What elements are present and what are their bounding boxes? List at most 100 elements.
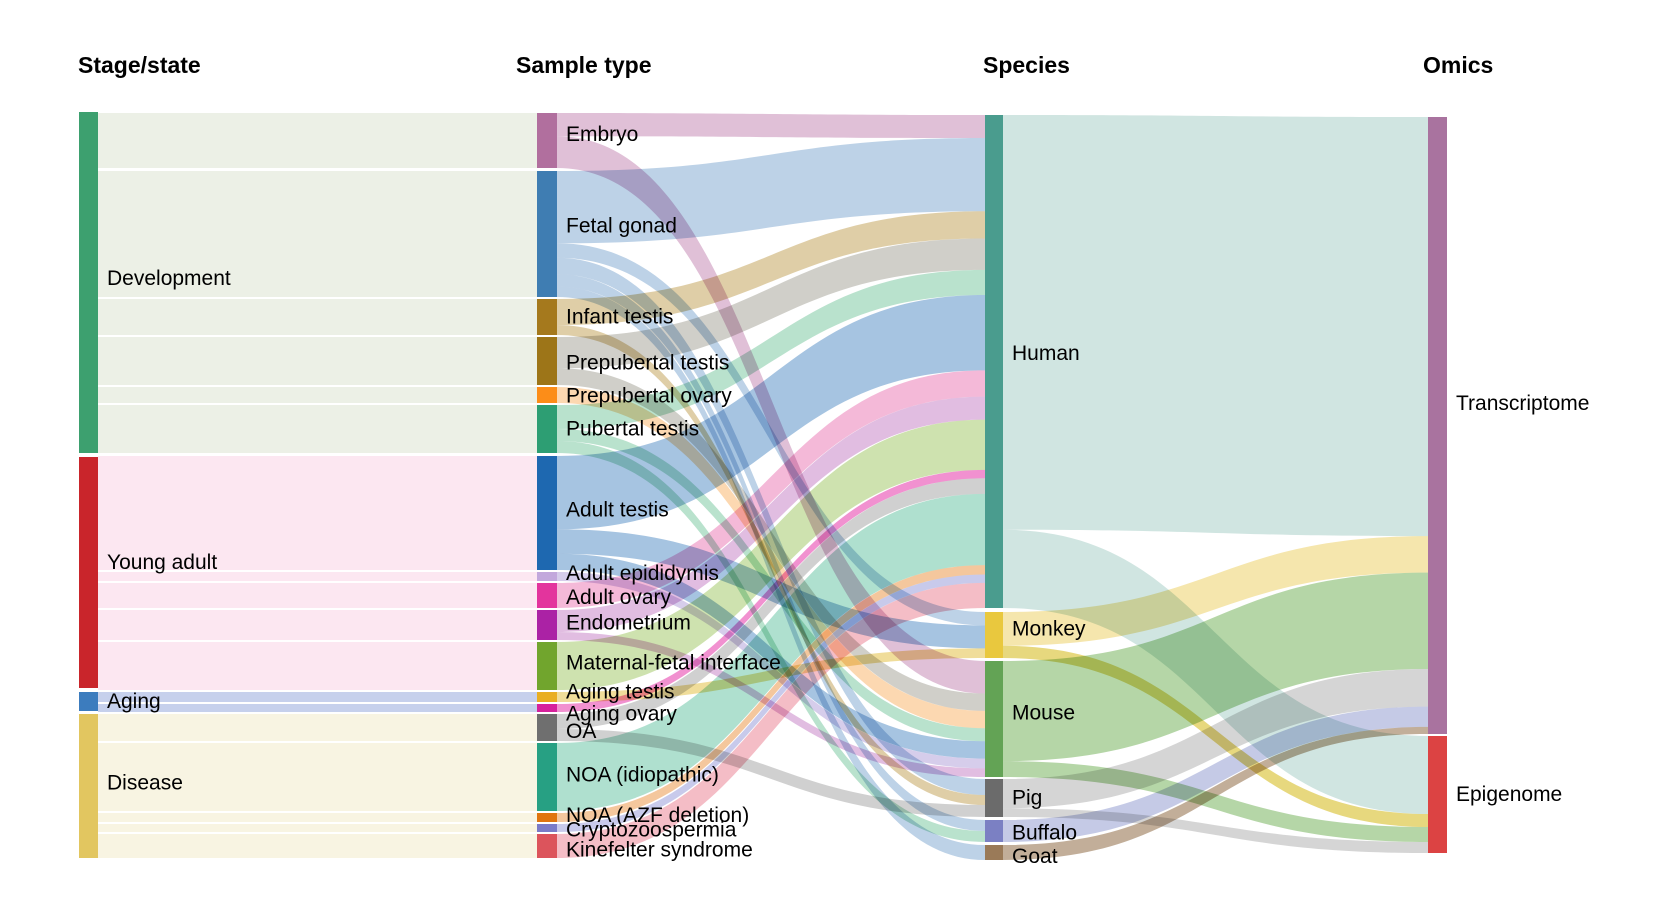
node-embryo[interactable] (537, 113, 557, 168)
link-development-to-embryo[interactable] (98, 113, 537, 168)
node-label-adult-testis: Adult testis (566, 499, 669, 522)
link-aging-to-aging-testis[interactable] (98, 692, 537, 702)
node-aging-testis[interactable] (537, 692, 557, 702)
node-aging-ovary[interactable] (537, 704, 557, 712)
node-disease[interactable] (79, 714, 98, 858)
nodes-layer (79, 112, 1447, 860)
node-goat[interactable] (985, 845, 1003, 860)
link-aging-to-aging-ovary[interactable] (98, 704, 537, 712)
link-young-adult-to-adult-ovary[interactable] (98, 583, 537, 608)
node-oa[interactable] (537, 714, 557, 741)
node-label-noa-azf-deletion: NOA (AZF deletion) (566, 804, 749, 827)
node-human[interactable] (985, 115, 1003, 608)
node-noa-azf-deletion[interactable] (537, 813, 557, 822)
node-label-aging-ovary: Aging ovary (566, 703, 677, 726)
link-mouse-to-transcriptome[interactable] (1003, 572, 1428, 762)
link-development-to-prepubertal-ovary[interactable] (98, 387, 537, 403)
node-buffalo[interactable] (985, 820, 1003, 842)
link-noa-azf-deletion-to-human[interactable] (557, 565, 985, 822)
link-disease-to-oa[interactable] (98, 714, 537, 741)
link-disease-to-cryptozoospermia[interactable] (98, 824, 537, 832)
labels-layer: Development Young adult Aging Disease Embryo… (107, 123, 1589, 868)
node-pig[interactable] (985, 779, 1003, 817)
node-label-disease: Disease (107, 772, 183, 795)
link-noa-idiopathic-to-human[interactable] (557, 493, 985, 811)
node-transcriptome[interactable] (1428, 117, 1447, 734)
column-header-species: Species (983, 52, 1070, 78)
link-monkey-to-transcriptome[interactable] (1003, 536, 1428, 646)
node-label-adult-ovary: Adult ovary (566, 586, 672, 609)
link-embryo-to-human[interactable] (557, 113, 985, 139)
link-adult-testis-to-human[interactable] (557, 295, 985, 530)
link-development-to-infant-testis[interactable] (98, 299, 537, 335)
column-header-stage-state: Stage/state (78, 52, 201, 78)
node-aging[interactable] (79, 692, 98, 711)
node-label-mouse: Mouse (1012, 702, 1075, 725)
link-infant-testis-to-human[interactable] (557, 211, 985, 325)
node-label-noa-idiopathic: NOA (idiopathic) (566, 764, 719, 787)
link-fetal-gonad-to-pig[interactable] (557, 257, 985, 795)
node-label-goat: Goat (1012, 845, 1058, 868)
node-prepubertal-testis[interactable] (537, 337, 557, 385)
node-maternal-fetal-interface[interactable] (537, 642, 557, 690)
link-oa-to-human[interactable] (557, 478, 985, 729)
link-adult-ovary-to-human[interactable] (557, 370, 985, 608)
node-adult-epididymis[interactable] (537, 572, 557, 581)
column-header-omics: Omics (1423, 52, 1493, 78)
node-prepubertal-ovary[interactable] (537, 387, 557, 403)
node-monkey[interactable] (985, 612, 1003, 658)
node-label-human: Human (1012, 342, 1080, 365)
node-label-adult-epididymis: Adult epididymis (566, 562, 719, 585)
link-young-adult-to-maternal-fetal-interface[interactable] (98, 642, 537, 690)
link-development-to-pubertal-testis[interactable] (98, 405, 537, 453)
node-infant-testis[interactable] (537, 299, 557, 335)
node-kinefelter-syndrome[interactable] (537, 834, 557, 858)
node-label-maternal-fetal-interface: Maternal-fetal interface (566, 652, 781, 675)
link-disease-to-noa-idiopathic[interactable] (98, 743, 537, 811)
node-adult-testis[interactable] (537, 456, 557, 570)
node-young-adult[interactable] (79, 457, 98, 688)
link-prepubertal-testis-to-human[interactable] (557, 238, 985, 369)
link-human-to-transcriptome[interactable] (1003, 115, 1428, 537)
link-pubertal-testis-to-human[interactable] (557, 269, 985, 429)
node-epigenome[interactable] (1428, 736, 1447, 853)
node-label-young-adult: Young adult (107, 551, 217, 574)
node-label-aging: Aging (107, 690, 161, 713)
node-label-development: Development (107, 267, 231, 290)
link-disease-to-kinefelter-syndrome[interactable] (98, 834, 537, 858)
node-pubertal-testis[interactable] (537, 405, 557, 453)
node-fetal-gonad[interactable] (537, 171, 557, 297)
link-aging-ovary-to-human[interactable] (557, 469, 985, 712)
column-header-sample-type: Sample type (516, 52, 652, 78)
node-noa-idiopathic[interactable] (537, 743, 557, 811)
link-buffalo-to-transcriptome[interactable] (1003, 706, 1428, 842)
link-maternal-fetal-interface-to-human[interactable] (557, 419, 985, 690)
link-cryptozoospermia-to-human[interactable] (557, 574, 985, 832)
link-goat-to-transcriptome[interactable] (1003, 726, 1428, 860)
node-label-buffalo: Buffalo (1012, 822, 1077, 845)
node-label-pubertal-testis: Pubertal testis (566, 418, 699, 441)
node-adult-ovary[interactable] (537, 583, 557, 608)
link-development-to-prepubertal-testis[interactable] (98, 337, 537, 385)
link-kinefelter-syndrome-to-human[interactable] (557, 582, 985, 858)
link-pig-to-transcriptome[interactable] (1003, 669, 1428, 809)
node-development[interactable] (79, 112, 98, 453)
node-label-epigenome: Epigenome (1456, 783, 1562, 806)
link-disease-to-noa-azf-deletion[interactable] (98, 813, 537, 822)
link-young-adult-to-adult-epididymis[interactable] (98, 572, 537, 581)
node-endometrium[interactable] (537, 610, 557, 640)
link-fetal-gonad-to-human[interactable] (557, 138, 985, 244)
node-cryptozoospermia[interactable] (537, 824, 557, 832)
link-young-adult-to-adult-testis[interactable] (98, 456, 537, 570)
link-young-adult-to-endometrium[interactable] (98, 610, 537, 640)
node-label-cryptozoospermia: Cryptozoospermia (566, 819, 737, 842)
link-development-to-fetal-gonad[interactable] (98, 171, 537, 297)
node-label-kinefelter-syndrome: Kinefelter syndrome (566, 839, 753, 862)
node-label-prepubertal-ovary: Prepubertal ovary (566, 385, 732, 408)
link-oa-to-pig[interactable] (557, 729, 985, 817)
node-mouse[interactable] (985, 661, 1003, 777)
node-label-transcriptome: Transcriptome (1456, 392, 1589, 415)
link-endometrium-to-human[interactable] (557, 396, 985, 632)
